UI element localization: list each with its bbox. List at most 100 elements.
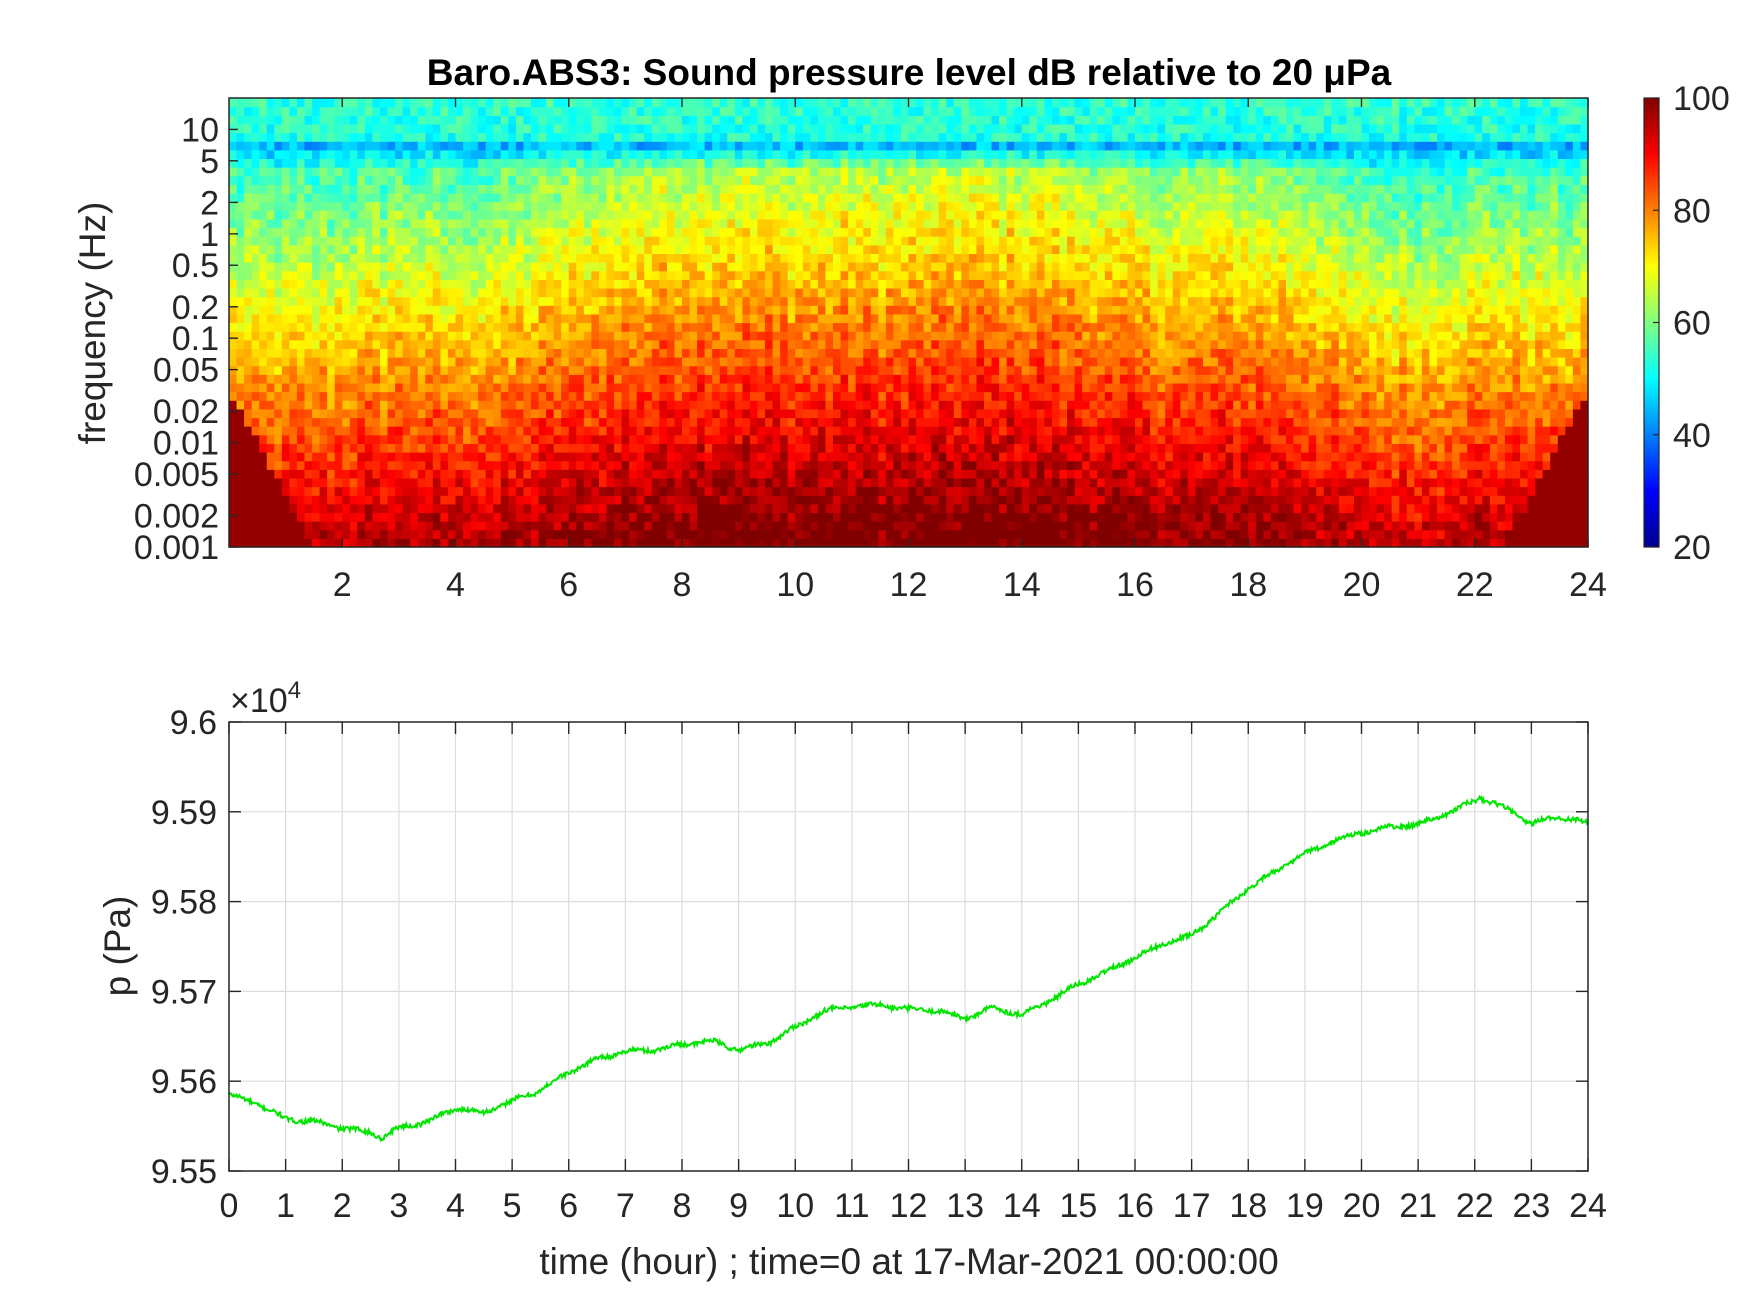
heatmap-cell (417, 184, 426, 194)
heatmap-cell (727, 382, 736, 393)
heatmap-cell (598, 434, 608, 444)
heatmap-cell (319, 408, 328, 419)
heatmap-cell (598, 167, 608, 177)
heatmap-cell (810, 512, 819, 522)
heatmap-cell (772, 469, 781, 479)
heatmap-cell (372, 434, 381, 444)
heatmap-cell (568, 322, 577, 332)
heatmap-cell (923, 443, 932, 453)
heatmap-cell (500, 452, 509, 462)
heatmap-cell (916, 374, 925, 384)
heatmap-cell (538, 391, 547, 401)
heatmap-cell (251, 184, 260, 194)
heatmap-cell (576, 348, 585, 358)
heatmap-cell (478, 365, 487, 375)
heatmap-cell (734, 365, 743, 375)
heatmap-cell (908, 339, 917, 349)
heatmap-cell (697, 115, 706, 125)
heatmap-cell (674, 184, 683, 194)
heatmap-cell (765, 503, 774, 514)
heatmap-cell (244, 218, 253, 229)
heatmap-cell (893, 486, 902, 496)
heatmap-cell (946, 382, 955, 393)
heatmap-cell (833, 175, 842, 185)
heatmap-cell (244, 296, 253, 306)
heatmap-cell (644, 305, 653, 315)
heatmap-cell (508, 123, 517, 134)
heatmap-cell (327, 477, 336, 488)
heatmap-cell (749, 365, 759, 375)
heatmap-cell (765, 184, 774, 194)
heatmap-cell (787, 521, 796, 531)
heatmap-cell (425, 218, 434, 229)
heatmap-cell (553, 149, 562, 160)
heatmap-cell (531, 322, 540, 332)
heatmap-cell (870, 210, 879, 220)
heatmap-cell (289, 331, 298, 341)
heatmap-cell (629, 244, 638, 255)
heatmap-cell (531, 339, 540, 349)
heatmap-cell (923, 374, 932, 384)
heatmap-cell (334, 331, 343, 341)
heatmap-cell (802, 253, 811, 263)
heatmap-cell (916, 98, 925, 108)
heatmap-cell (342, 357, 351, 367)
heatmap-cell (531, 210, 540, 220)
heatmap-cell (878, 313, 887, 324)
heatmap-cell (470, 426, 479, 436)
heatmap-cell (727, 512, 736, 522)
heatmap-cell (402, 477, 411, 488)
heatmap-cell (749, 434, 759, 444)
heatmap-cell (327, 331, 336, 341)
heatmap-cell (908, 529, 917, 539)
heatmap-cell (312, 495, 321, 505)
heatmap-cell (780, 521, 789, 531)
heatmap-cell (387, 262, 396, 272)
heatmap-cell (863, 348, 872, 358)
heatmap-cell (478, 270, 487, 280)
heatmap-cell (878, 141, 887, 151)
heatmap-cell (568, 218, 577, 229)
heatmap-cell (614, 486, 623, 496)
heatmap-cell (583, 382, 592, 393)
heatmap-cell (946, 460, 955, 470)
heatmap-cell (568, 452, 577, 462)
heatmap-cell (953, 521, 962, 531)
heatmap-cell (523, 374, 532, 384)
heatmap-cell (916, 460, 925, 470)
heatmap-cell (508, 313, 517, 324)
heatmap-cell (659, 175, 668, 185)
heatmap-cell (817, 374, 827, 384)
heatmap-cell (772, 331, 781, 341)
heatmap-cell (817, 365, 827, 375)
heatmap-cell (810, 417, 819, 427)
heatmap-cell (432, 382, 441, 393)
heatmap-cell (885, 158, 894, 168)
heatmap-cell (931, 201, 940, 211)
heatmap-cell (485, 460, 494, 470)
heatmap-cell (878, 365, 887, 375)
heatmap-cell (621, 512, 630, 522)
heatmap-cell (289, 270, 298, 280)
heatmap-cell (840, 417, 849, 427)
heatmap-cell (825, 339, 834, 349)
heatmap-cell (840, 175, 849, 185)
heatmap-cell (478, 357, 487, 367)
heatmap-cell (493, 495, 502, 505)
heatmap-cell (651, 262, 660, 272)
heatmap-cell (765, 279, 774, 289)
heatmap-cell (296, 382, 306, 393)
heatmap-cell (908, 167, 917, 177)
heatmap-cell (900, 460, 910, 470)
heatmap-cell (470, 460, 479, 470)
heatmap-cell (327, 434, 336, 444)
heatmap-cell (606, 495, 615, 505)
heatmap-cell (802, 218, 811, 229)
heatmap-cell (553, 365, 562, 375)
heatmap-cell (538, 477, 547, 488)
heatmap-cell (342, 175, 351, 185)
heatmap-cell (576, 192, 585, 203)
heatmap-cell (387, 149, 396, 160)
heatmap-cell (334, 434, 343, 444)
heatmap-cell (810, 452, 819, 462)
